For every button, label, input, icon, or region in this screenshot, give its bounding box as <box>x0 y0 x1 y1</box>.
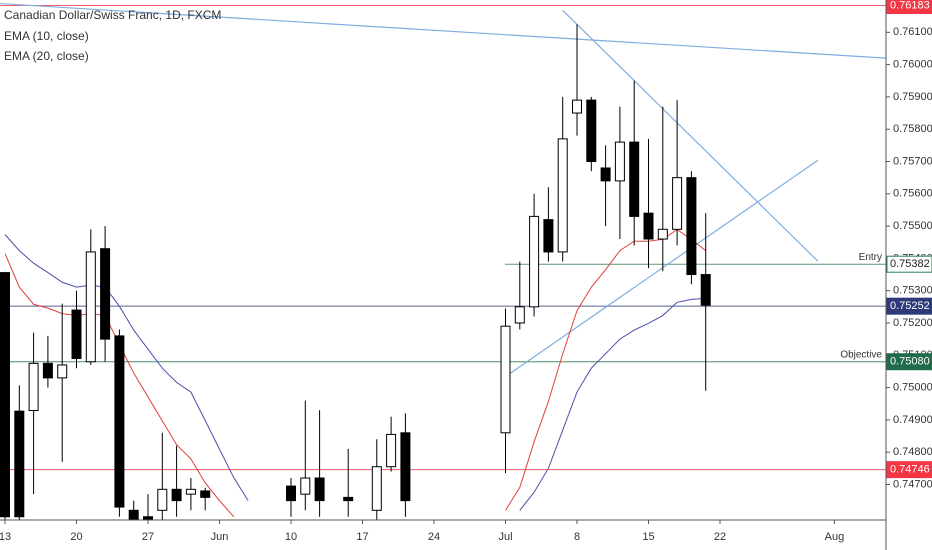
x-tick-label: 8 <box>574 531 580 543</box>
candle-body <box>557 138 568 253</box>
price-label: 0.75252 <box>890 300 930 312</box>
y-tick-label: 0.76100 <box>893 26 932 38</box>
candle-body <box>643 212 654 240</box>
price-label: 0.76183 <box>890 0 930 11</box>
x-tick-label: 22 <box>714 531 726 543</box>
candle-body <box>286 485 296 502</box>
candle-body <box>171 488 182 502</box>
y-tick-label: 0.75700 <box>893 155 932 167</box>
y-tick-label: 0.74700 <box>893 478 932 490</box>
candle-body <box>314 477 325 502</box>
candle-body <box>57 364 68 379</box>
legend-entry: EMA (10, close) <box>4 29 89 43</box>
price-label-bg <box>886 297 932 315</box>
x-tick-label: Jul <box>498 531 512 543</box>
candle-body <box>371 466 382 511</box>
price-label-bg <box>886 353 932 371</box>
candle-body <box>614 141 625 182</box>
x-tick-label: 20 <box>70 531 82 543</box>
y-tick-label: 0.74800 <box>893 446 932 458</box>
price-label-bg <box>886 255 932 273</box>
y-tick-label: 0.75300 <box>893 285 932 297</box>
trend-line <box>562 9 819 262</box>
candle-body <box>0 272 10 518</box>
price-label-bg <box>886 0 932 14</box>
candle-body <box>686 177 697 276</box>
candle-body <box>157 488 168 511</box>
candle-body <box>114 335 125 508</box>
candle-body <box>672 177 683 230</box>
x-tick-label: Jun <box>211 531 229 543</box>
candle-body <box>143 516 153 520</box>
candle-body <box>529 215 540 308</box>
y-tick-label: 0.75600 <box>893 188 932 200</box>
plot-area <box>0 2 886 520</box>
x-tick-label: 27 <box>142 531 154 543</box>
x-tick-label: 17 <box>356 531 368 543</box>
legend-entry: EMA (20, close) <box>4 49 89 63</box>
y-tick-label: 0.75900 <box>893 91 932 103</box>
y-tick-label: 0.75800 <box>893 123 932 135</box>
x-tick-label: 10 <box>285 531 297 543</box>
candle-body <box>185 488 196 495</box>
candle-body <box>14 410 25 518</box>
price-label: 0.75382 <box>890 258 930 270</box>
candle-body <box>386 433 397 468</box>
trend-line <box>0 2 886 59</box>
candle-body <box>200 490 211 498</box>
chart-title: Canadian Dollar/Swiss Franc, 1D, FXCM <box>4 8 221 22</box>
candle-body <box>629 141 640 217</box>
y-tick-label: 0.75200 <box>893 317 932 329</box>
price-label-bg <box>886 461 932 479</box>
ema-line <box>4 234 706 511</box>
candle-body <box>343 496 354 502</box>
price-label: 0.74746 <box>890 464 930 476</box>
candle-body <box>28 362 39 412</box>
level-name: Entry <box>859 252 882 263</box>
candle-body <box>400 432 411 502</box>
candle-body <box>572 99 582 114</box>
candle-body <box>300 477 311 495</box>
x-tick-label: 13 <box>0 531 11 543</box>
candle-body <box>586 99 597 162</box>
candle-body <box>42 362 53 379</box>
price-label: 0.75080 <box>890 356 930 368</box>
candle-body <box>657 228 668 240</box>
candle-body <box>600 167 611 182</box>
y-tick-label: 0.74900 <box>893 414 932 426</box>
y-tick-label: 0.76000 <box>893 59 932 71</box>
candle-body <box>700 274 711 306</box>
y-tick-label: 0.75500 <box>893 220 932 232</box>
candle-body <box>85 251 96 363</box>
candle-body <box>71 309 82 360</box>
candle-body <box>100 248 111 340</box>
candle-body <box>128 509 139 520</box>
candle-body <box>543 219 554 253</box>
x-tick-label: 15 <box>642 531 654 543</box>
level-name: Objective <box>840 349 882 360</box>
x-tick-label: Aug <box>825 531 845 543</box>
candle-body <box>514 306 525 324</box>
y-tick-label: 0.75000 <box>893 381 932 393</box>
candle-body <box>500 325 511 434</box>
x-tick-label: 24 <box>428 531 440 543</box>
